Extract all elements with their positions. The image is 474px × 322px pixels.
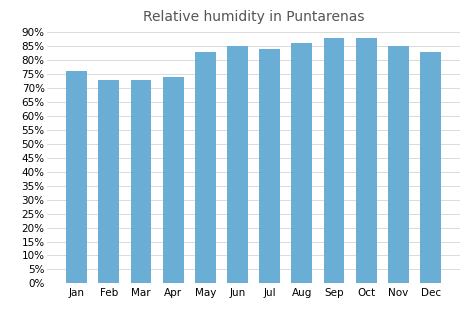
Title: Relative humidity in Puntarenas: Relative humidity in Puntarenas <box>143 10 365 24</box>
Bar <box>420 52 441 283</box>
Bar <box>163 77 183 283</box>
Bar <box>130 80 151 283</box>
Bar <box>292 43 312 283</box>
Bar <box>356 38 377 283</box>
Bar <box>324 38 345 283</box>
Bar <box>195 52 216 283</box>
Bar <box>98 80 119 283</box>
Bar <box>227 46 248 283</box>
Bar <box>66 71 87 283</box>
Bar <box>388 46 409 283</box>
Bar <box>259 49 280 283</box>
